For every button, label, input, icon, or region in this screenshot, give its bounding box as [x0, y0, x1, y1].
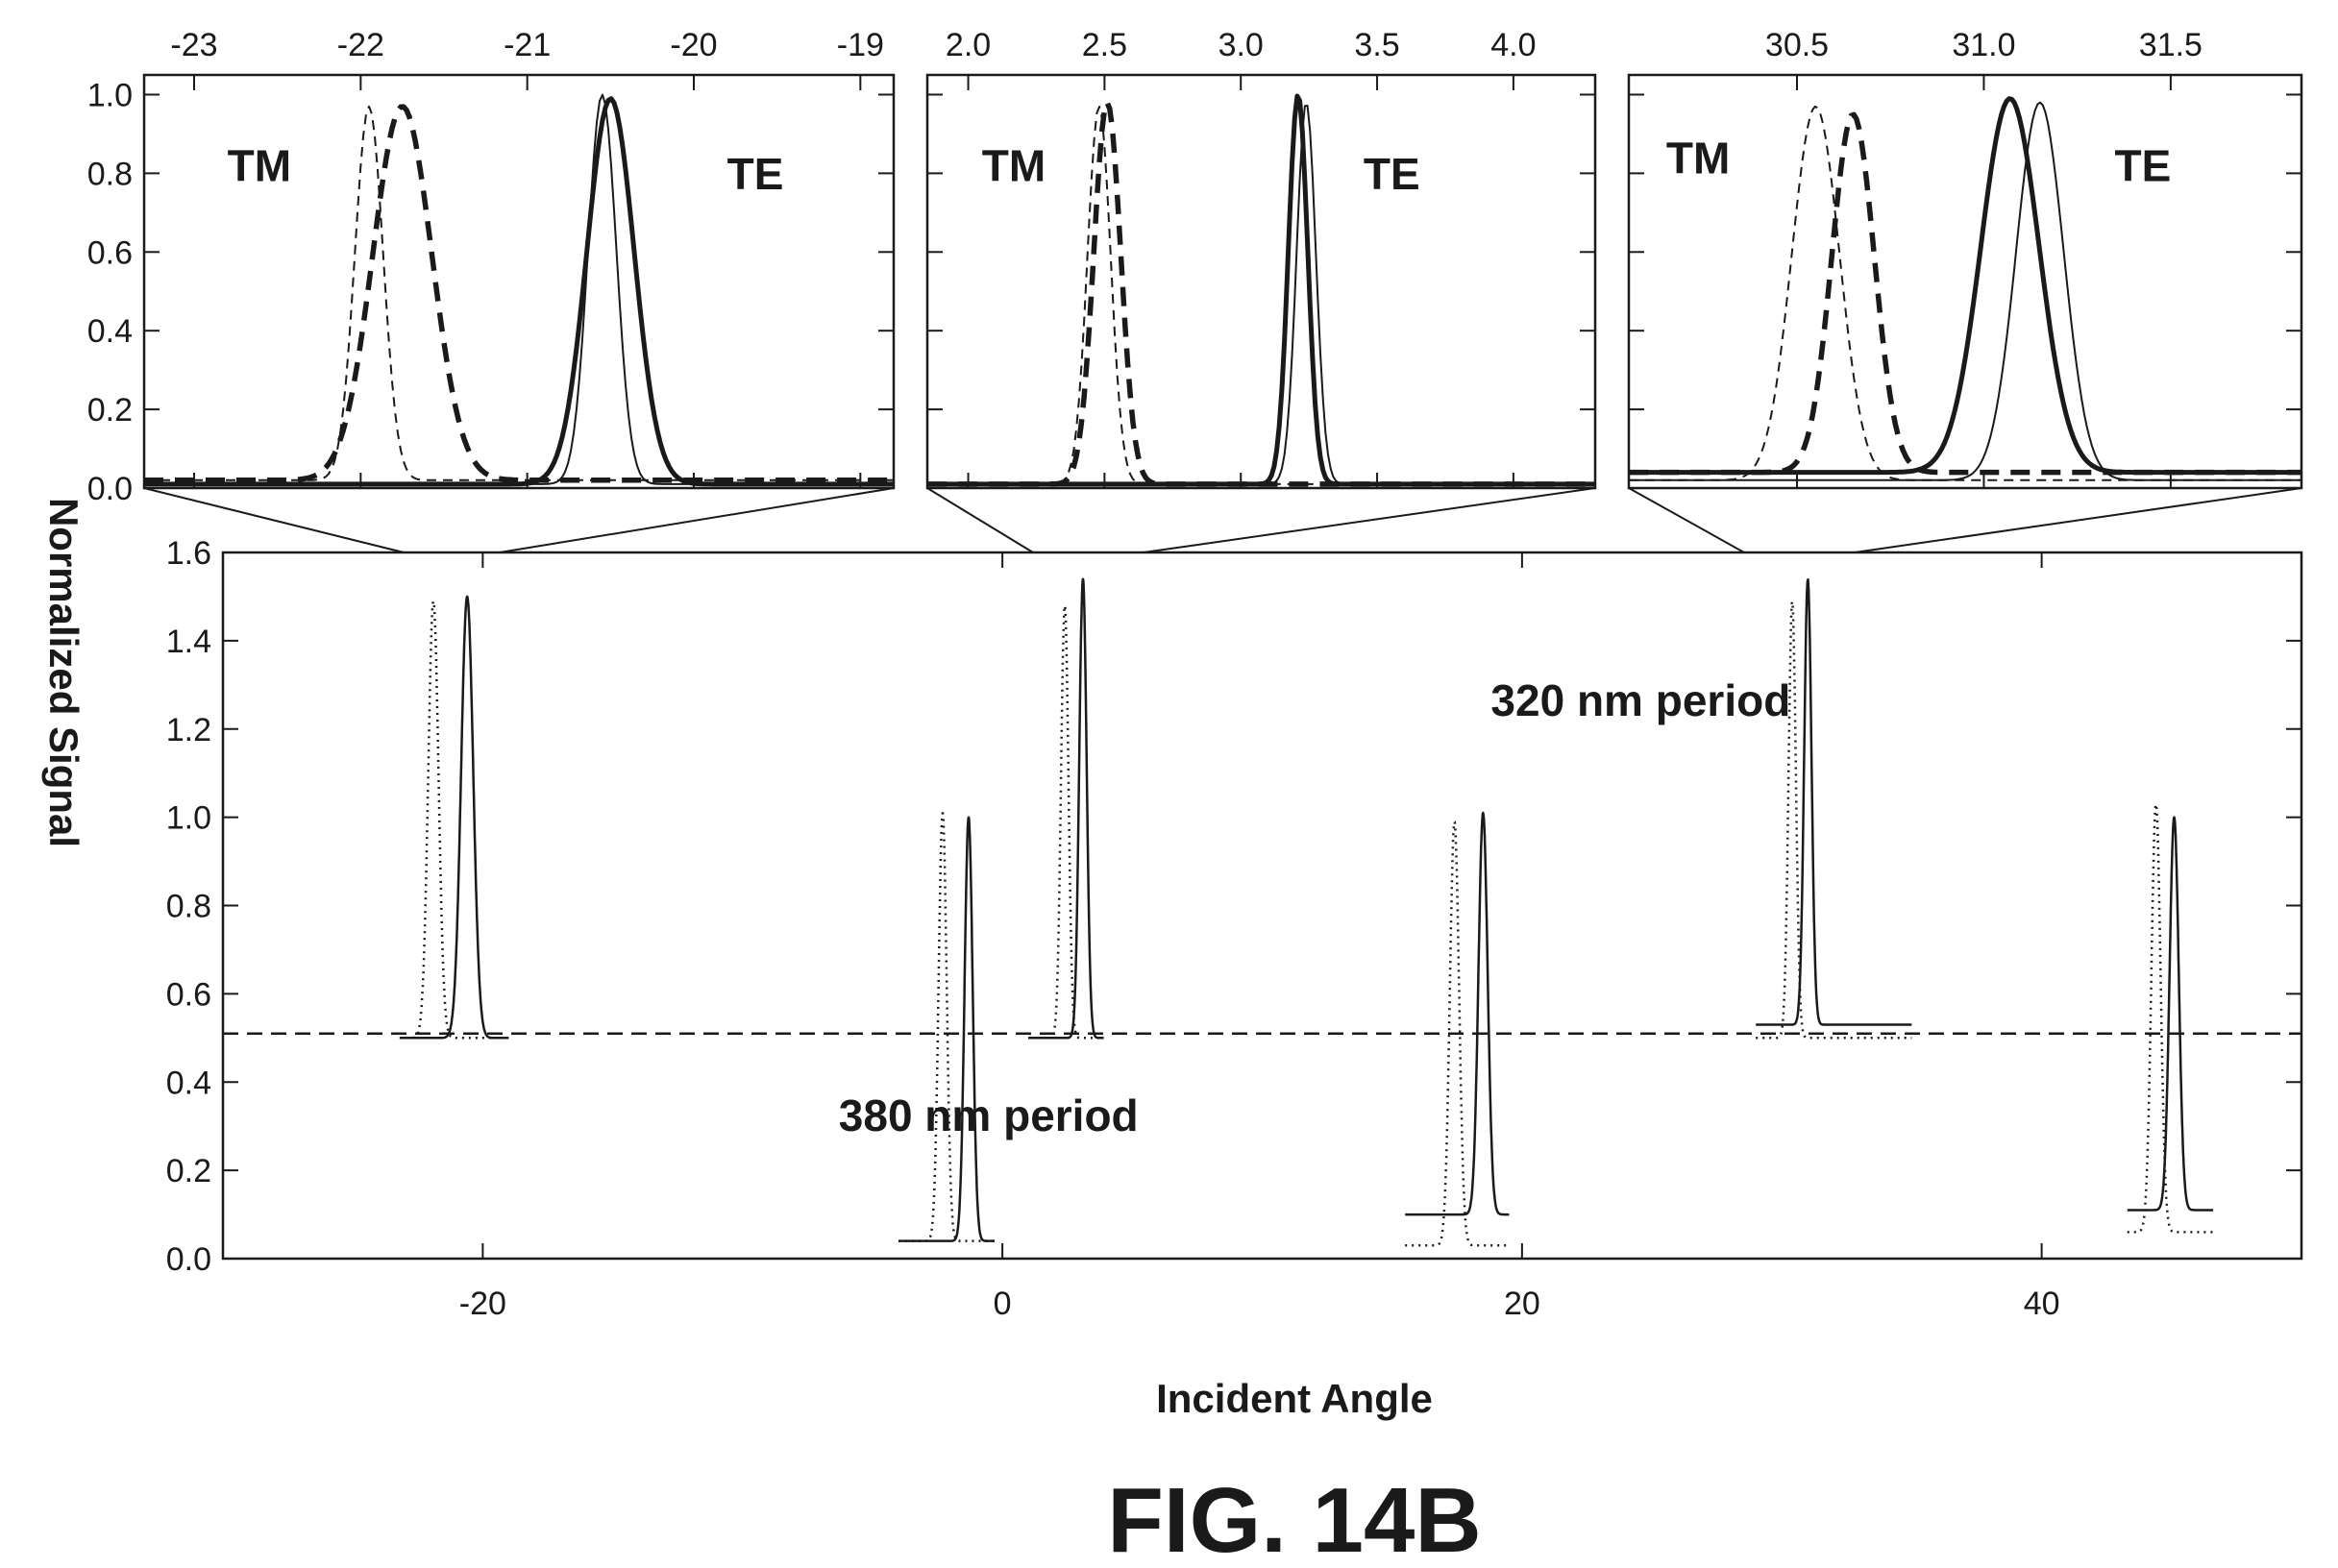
inset-panel-middle: 2.0 2.5 3.0 3.5 4.0 TM TE — [925, 27, 1597, 490]
y-tick-label: 1.2 — [166, 712, 211, 748]
series-thick-solid-3 — [1629, 96, 2301, 476]
y-tick-label: 0.0 — [87, 471, 133, 507]
inset-panel-left: 0.0 0.2 0.4 0.6 0.8 1.0 -23 -22 -21 -20 -19 TM TE — [87, 27, 896, 507]
connector-line — [499, 487, 895, 553]
annotation-320-nm-period: 320 nm period — [1490, 675, 1790, 725]
y-tick-label: 1.4 — [166, 624, 211, 660]
x-tick-label: -21 — [504, 27, 551, 63]
x-tick-label: 31.0 — [1952, 27, 2015, 63]
y-tick-label: 1.0 — [87, 77, 133, 113]
series-thick-dashed-1 — [1628, 111, 2302, 476]
y-tick-label: 1.6 — [166, 535, 211, 572]
connector-line — [143, 487, 405, 553]
plot-frame — [925, 73, 1597, 490]
series-thick-solid-3 — [144, 96, 894, 487]
y-tick-label: 0.4 — [166, 1065, 211, 1101]
x-tick-label: 4.0 — [1490, 27, 1536, 63]
zoom-connector-lines — [143, 487, 2302, 553]
x-tick-label: 3.0 — [1218, 27, 1264, 63]
x-tick-label: 2.0 — [946, 27, 991, 63]
y-tick-label: 0.6 — [87, 234, 133, 271]
series-dotted-8 — [1404, 821, 1511, 1247]
annotation-te: TE — [727, 149, 784, 199]
x-tick-label: -20 — [670, 27, 717, 63]
x-axis-title: Incident Angle — [1156, 1376, 1433, 1421]
x-tick-label: 20 — [1504, 1286, 1540, 1322]
plot-frame — [142, 73, 896, 490]
y-tick-label: 1.0 — [166, 800, 211, 837]
y-tick-label: 0.4 — [87, 313, 133, 350]
inset-panel-right: 30.5 31.0 31.5 TM TE — [1627, 27, 2303, 490]
annotation-tm: TM — [982, 141, 1046, 191]
plot-frame — [1627, 73, 2303, 490]
series-thin-solid-2 — [1629, 101, 2301, 481]
y-tick-label: 0.8 — [87, 156, 133, 192]
x-tick-label: -23 — [170, 27, 217, 63]
y-tick-label: 0.8 — [166, 889, 211, 925]
connector-line — [1854, 487, 2302, 553]
x-tick-label: 31.5 — [2139, 27, 2203, 63]
annotation-te: TE — [1364, 149, 1420, 199]
series-solid-5 — [1755, 577, 1913, 1026]
y-tick-label: 0.0 — [166, 1241, 211, 1278]
plot-frame — [221, 551, 2303, 1261]
connector-line — [1143, 487, 1596, 553]
series-thick-dashed-1 — [144, 104, 894, 483]
y-axis-title: Normalized Signal — [41, 498, 86, 847]
x-tick-label: 30.5 — [1765, 27, 1829, 63]
main-panel: 0.0 0.2 0.4 0.6 0.8 1.0 1.2 1.4 1.6 -20 0 20 40 320 n… — [166, 535, 2303, 1322]
series-dotted-4 — [1755, 600, 1913, 1040]
x-tick-label: -22 — [337, 27, 384, 63]
series-dotted-6 — [898, 812, 996, 1242]
annotation-tm: TM — [1666, 133, 1730, 183]
y-tick-label: 0.2 — [166, 1153, 211, 1189]
y-tick-label: 0.6 — [166, 976, 211, 1013]
x-tick-label: 40 — [2024, 1286, 2060, 1322]
series-thick-solid-3 — [927, 93, 1595, 487]
connector-line — [926, 487, 1034, 553]
connector-line — [1628, 487, 1745, 553]
x-tick-label: 3.5 — [1354, 27, 1399, 63]
x-tick-label: 2.5 — [1082, 27, 1127, 63]
series-solid-3 — [1027, 577, 1105, 1040]
series-dotted-2 — [1027, 604, 1105, 1040]
series-dotted-10 — [2126, 802, 2214, 1234]
x-tick-label: -19 — [837, 27, 884, 63]
series-solid-9 — [1404, 811, 1511, 1216]
x-tick-label: -20 — [459, 1286, 506, 1322]
series-solid-1 — [399, 595, 510, 1040]
annotation-tm: TM — [228, 141, 291, 191]
figure-label: FIG. 14B — [1107, 1469, 1481, 1568]
series-solid-7 — [898, 816, 996, 1242]
x-tick-label: 0 — [994, 1286, 1012, 1322]
annotation-te: TE — [2115, 141, 2172, 191]
annotation-380-nm-period: 380 nm period — [839, 1090, 1139, 1140]
y-tick-label: 0.2 — [87, 392, 133, 429]
series-solid-11 — [2126, 816, 2214, 1212]
